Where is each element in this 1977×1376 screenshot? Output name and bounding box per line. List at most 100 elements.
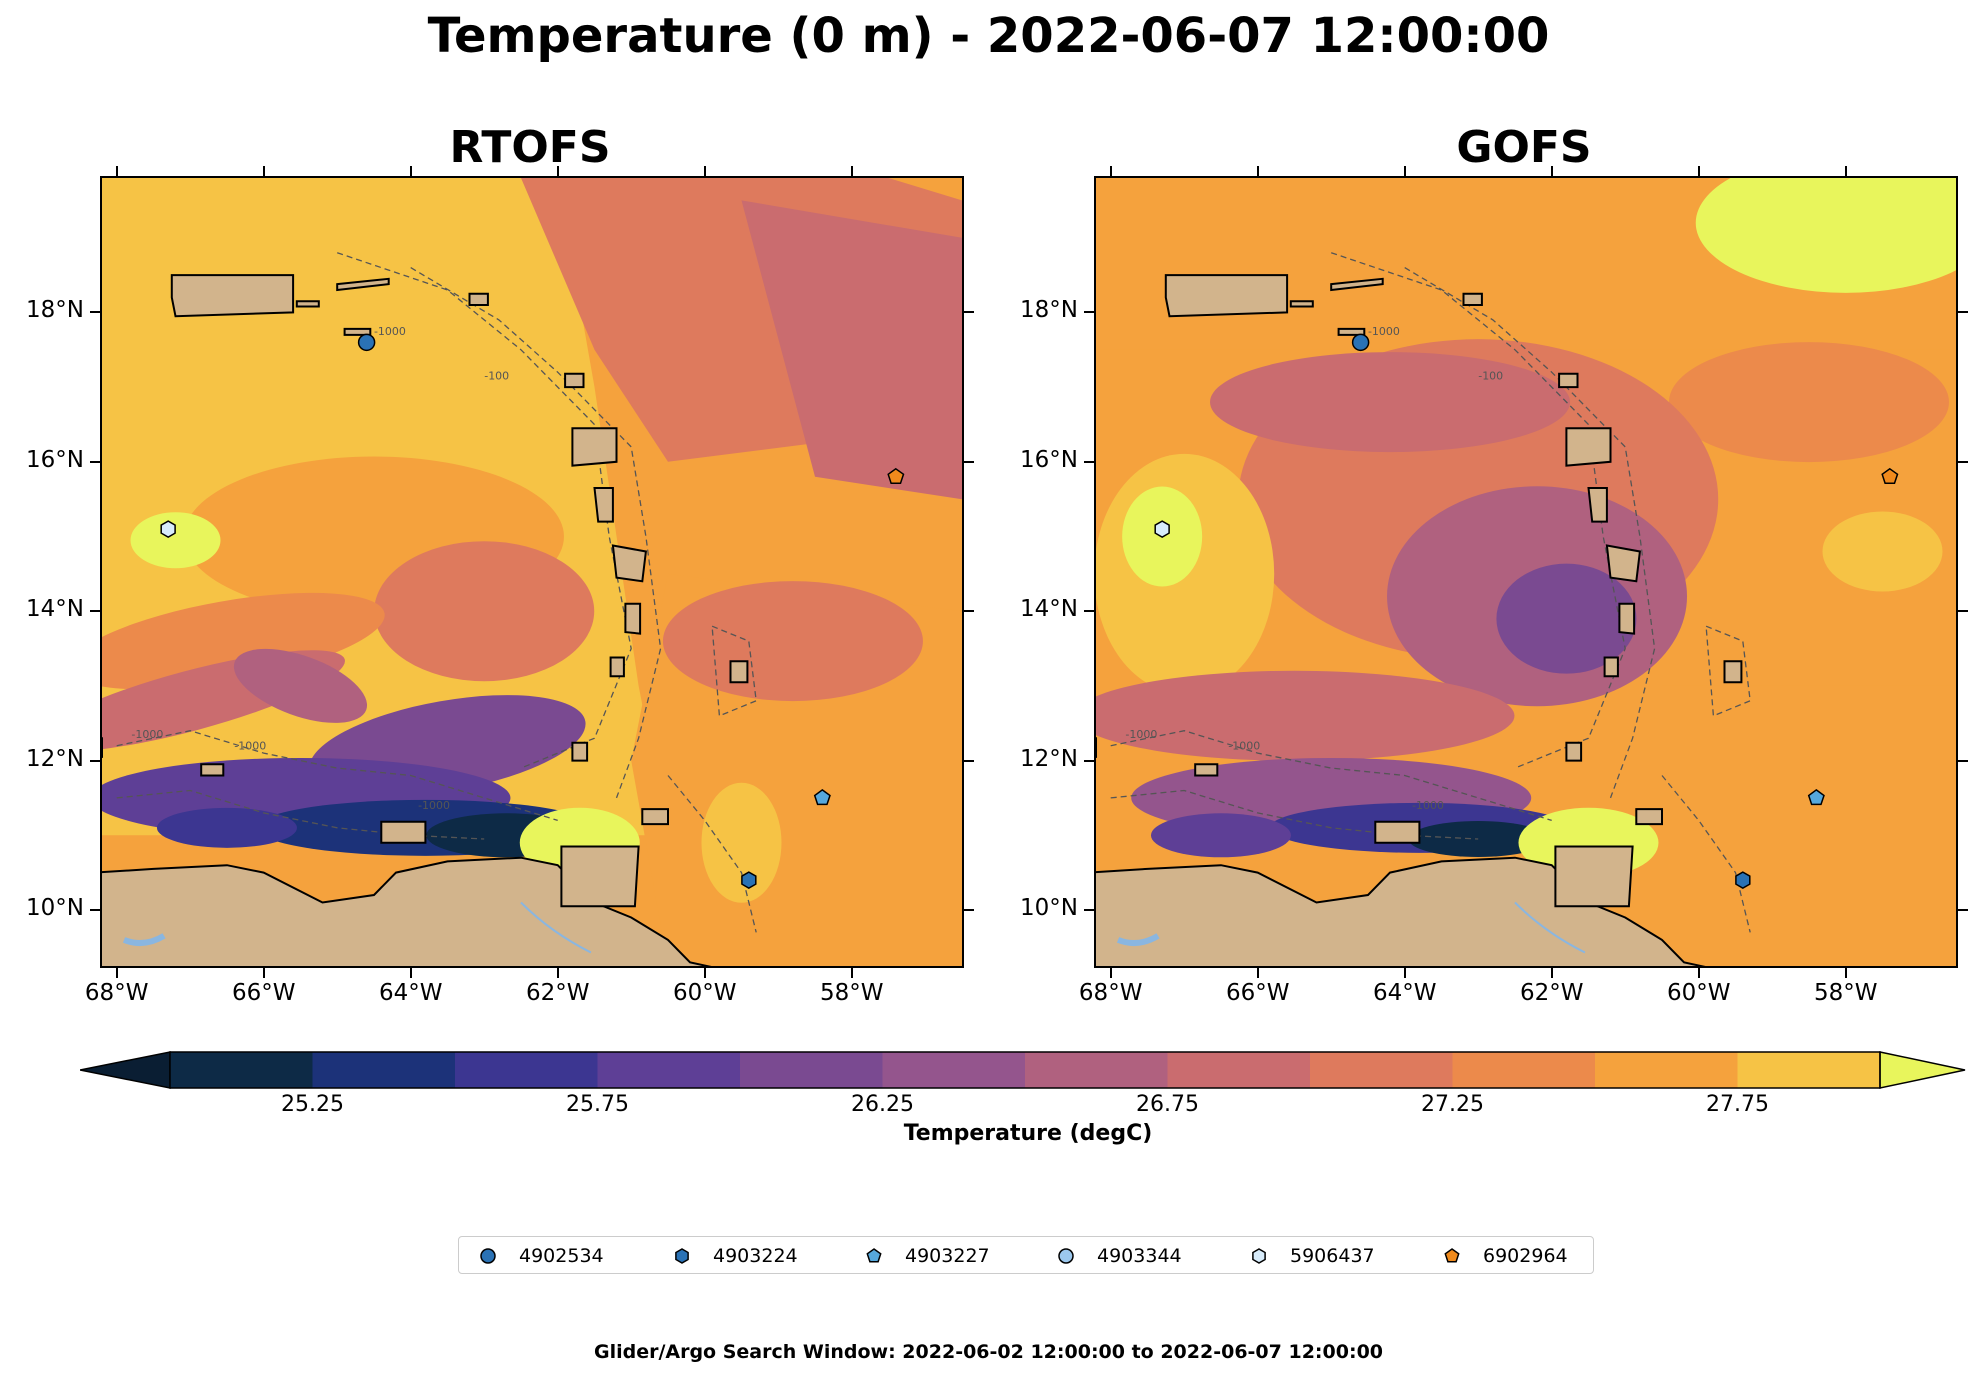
colorbar-segment (455, 1052, 598, 1088)
legend-marker-pentagon-icon (1444, 1248, 1460, 1263)
xtick-bottom (556, 968, 559, 978)
rtofs-temperature-map: -1000 -1000 -1000 -1000 -100 (102, 178, 962, 966)
island-grenada (571, 741, 589, 762)
legend-item-6902964: 6902964 (1443, 1237, 1568, 1275)
colorbar-extend-high (1879, 1051, 1966, 1089)
island-virgin-islands (1330, 277, 1384, 292)
legend-label: 6902964 (1483, 1245, 1568, 1267)
float-marker-4903227 (1807, 788, 1825, 806)
island-tobago (1635, 808, 1663, 826)
island-vieques (1289, 300, 1314, 308)
island-martinique (1605, 544, 1642, 583)
colorbar-label: Temperature (degC) (903, 1121, 1153, 1146)
legend-item-4903224: 4903224 (673, 1237, 798, 1275)
legend-item-4903344: 4903344 (1057, 1237, 1182, 1275)
lake-feature (122, 933, 166, 947)
ytick-left (1084, 610, 1094, 613)
xtick-top (556, 166, 559, 176)
xtick-label: 64°W (1372, 980, 1437, 1006)
ytick-label: 16°N (1020, 446, 1078, 473)
float-marker-6902964 (887, 467, 905, 484)
island-antigua (1558, 372, 1579, 389)
northern-caribbean-cool (1210, 352, 1571, 453)
float-marker-4902534 (1351, 333, 1370, 352)
contour-label: -1000 (418, 799, 450, 812)
float-marker-4902534 (357, 333, 376, 352)
colorbar-segment (1595, 1052, 1738, 1088)
upwelling-west (1150, 813, 1291, 858)
warm-spot-southeast (701, 782, 782, 903)
contour-label: -1000 (374, 325, 406, 338)
island-st-vincent (609, 656, 625, 678)
island-guadeloupe (1565, 427, 1612, 467)
island-trinidad (560, 845, 640, 908)
xtick-label: 60°W (672, 980, 737, 1006)
ytick-left (1084, 908, 1094, 911)
contour-label: -100 (484, 370, 509, 383)
xtick-top (1697, 166, 1700, 176)
contour-label: -1000 (131, 728, 163, 741)
ytick-label: 16°N (26, 446, 84, 473)
xtick-label: 58°W (819, 980, 884, 1006)
ytick-label: 12°N (26, 745, 84, 772)
legend-marker-circle-icon (1058, 1248, 1074, 1264)
xtick-label: 68°W (1078, 980, 1143, 1006)
xtick-bottom (262, 968, 265, 978)
atlantic-band (1668, 342, 1949, 463)
legend-label: 4903224 (713, 1245, 798, 1267)
island-anguilla (1462, 292, 1483, 306)
colorbar-tick-label: 25.25 (281, 1092, 344, 1117)
xtick-label: 66°W (1225, 980, 1290, 1006)
colorbar-segment (1025, 1052, 1168, 1088)
island-puerto-rico (170, 274, 295, 318)
colorbar-segment (1737, 1052, 1881, 1088)
eddy-west (102, 592, 385, 690)
colorbar-tick-label: 26.75 (1136, 1092, 1199, 1117)
ytick-label: 12°N (1020, 745, 1078, 772)
xtick-top (1403, 166, 1406, 176)
island-dominica (593, 487, 614, 523)
warm-north-atlantic (1695, 178, 1956, 293)
contour-label: -1000 (1412, 799, 1444, 812)
ytick-right (964, 908, 974, 911)
xtick-label: 62°W (525, 980, 590, 1006)
legend-marker (480, 1248, 496, 1264)
gofs-temperature-map: -1000 -1000 -1000 -1000 -100 (1096, 178, 1956, 966)
depth-contour (1661, 775, 1751, 933)
float-legend: 4902534 4903224 4903227 4903344 5906437 69029… (458, 1236, 1594, 1274)
ytick-label: 14°N (26, 596, 84, 623)
colorbar-segment (882, 1052, 1026, 1088)
legend-marker (1058, 1248, 1074, 1264)
island-puerto-rico (1164, 274, 1289, 318)
xtick-top (1256, 166, 1259, 176)
xtick-bottom (850, 968, 853, 978)
ytick-left (90, 460, 100, 463)
ytick-right (1958, 908, 1968, 911)
contour-label: -1000 (1228, 739, 1260, 752)
ytick-right (1958, 460, 1968, 463)
colorbar (79, 1050, 1977, 1090)
colorbar-outline (169, 1051, 1881, 1089)
legend-item-4903227: 4903227 (865, 1237, 990, 1275)
warm-spot-west (130, 512, 221, 569)
float-marker-4903224 (1735, 871, 1751, 889)
colorbar-tick-label: 27.25 (1421, 1092, 1484, 1117)
depth-contour (410, 267, 662, 799)
island-tobago (641, 808, 669, 826)
panel-title-gofs: GOFS (1456, 122, 1592, 173)
island-los-roques (1194, 763, 1219, 777)
ytick-right (964, 311, 974, 314)
island-margarita (380, 820, 427, 844)
float-marker-4903227 (813, 788, 831, 806)
legend-label: 5906437 (1290, 1245, 1375, 1267)
ytick-right (964, 460, 974, 463)
ytick-label: 14°N (1020, 596, 1078, 623)
colorbar-segment (1310, 1052, 1453, 1088)
ytick-left (90, 311, 100, 314)
figure-title: Temperature (0 m) - 2022-06-07 12:00:00 (427, 8, 1550, 64)
xtick-bottom (1844, 968, 1847, 978)
island-margarita (1374, 820, 1421, 844)
search-window-caption: Glider/Argo Search Window: 2022-06-02 12… (593, 1341, 1384, 1363)
contour-label: -100 (1478, 370, 1503, 383)
xtick-label: 68°W (84, 980, 149, 1006)
